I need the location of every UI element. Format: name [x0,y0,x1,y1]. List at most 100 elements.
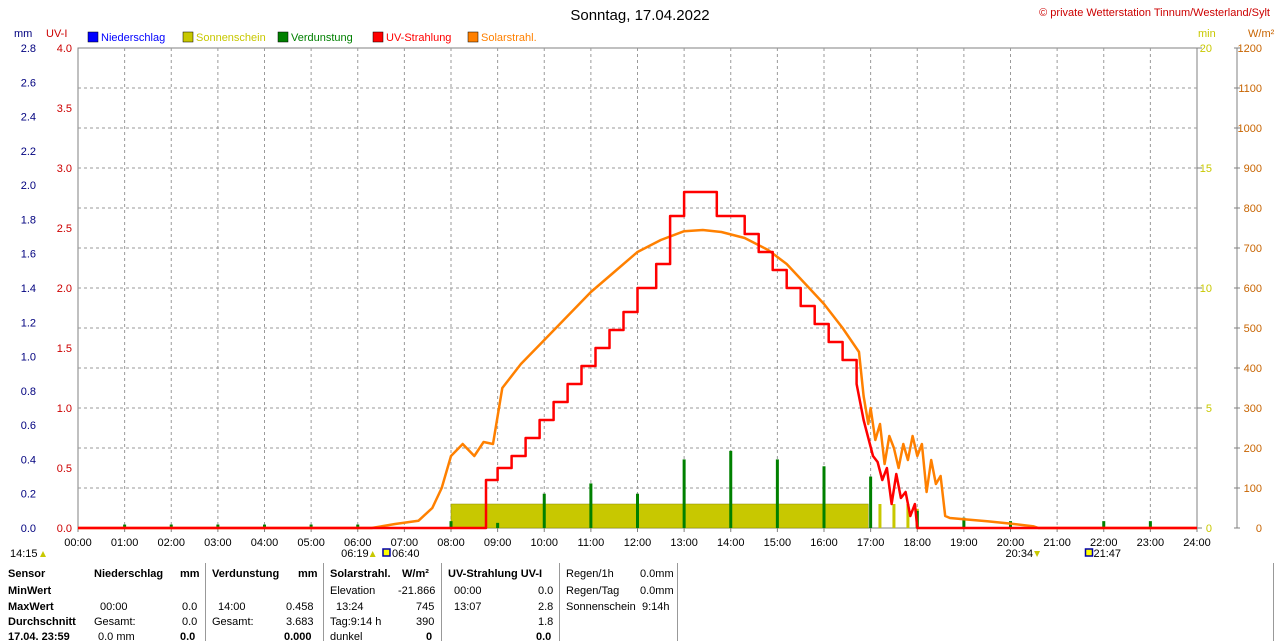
niederschlag-gesamt-label: Gesamt: [94,616,136,628]
tick-label-uv: 4.0 [57,43,72,55]
uv-header: UV-Strahlung UV-I [448,568,543,580]
tick-label-uv: 1.0 [57,403,72,415]
niederschlag-gesamt-value: 0.0 [182,616,198,628]
evaporation-bar [1102,521,1106,528]
tick-label-wm2: 500 [1244,323,1262,335]
solar-dunkel-value: 0 [426,631,433,643]
tick-label-x: 12:00 [624,537,652,549]
axis-label-uv: UV-I [46,28,67,40]
niederschlag-max-value: 0.0 [182,601,198,613]
tick-label-mm: 0.2 [21,489,36,501]
tick-label-wm2: 0 [1256,523,1262,535]
evaporation-bar [542,493,546,528]
tick-label-x: 01:00 [111,537,139,549]
tick-label-uv: 3.0 [57,163,72,175]
legend-swatch [87,31,99,43]
tick-label-x: 23:00 [1137,537,1165,549]
sunrise-time: 06:19 [341,548,369,560]
verdunstung-unit: mm [298,568,318,580]
evaporation-bar [263,524,266,528]
copyright-text: © private Wetterstation Tinnum/Westerlan… [1039,7,1270,19]
row-label-max: MaxWert [8,601,54,613]
x-axis: 00:00 01:00 02:00 03:00 04:00 05:00 06:00 07:00… [64,528,1211,549]
evaporation-bar [309,524,313,528]
line-series [78,190,1197,530]
sunshine-bar [878,504,882,528]
solar-unit: W/m² [402,568,429,580]
row-label-last: 17.04. 23:59 [8,631,70,643]
weather-chart: Sonntag, 17.04.2022 © private Wetterstat… [10,7,1275,560]
legend-label: Verdunstung [291,32,353,44]
dawn-time: 06:40 [392,548,420,560]
tick-label-x: 02:00 [157,537,185,549]
chart-legend: Niederschlag Sonnenschein Verdunstung UV-St… [87,31,537,44]
tick-label-wm2: 900 [1244,163,1262,175]
dawn-marker [382,548,391,557]
tick-label-mm: 0.6 [21,420,36,432]
tick-label-mm: 2.8 [21,43,36,55]
tick-label-wm2: 1200 [1238,43,1262,55]
tick-label-wm2: 400 [1244,363,1262,375]
row-label-avg: Durchschnitt [8,616,76,628]
legend-swatch [372,31,384,43]
evaporation-bar [449,521,453,528]
uv-max-time: 13:07 [454,601,482,613]
legend-label: Niederschlag [101,32,165,44]
evaporation-bar [589,483,593,528]
tick-label-x: 24:00 [1183,537,1211,549]
tick-label-x: 05:00 [297,537,325,549]
now-marker [40,551,46,557]
uv-last-value: 0.0 [536,631,552,643]
niederschlag-last-value: 0.0 mm [98,631,135,643]
sunrise-marker [369,551,376,557]
bar-series [123,450,1152,529]
tick-label-wm2: 1100 [1238,83,1262,95]
solar-header: Solarstrahl. [330,568,391,580]
tick-label-uv: 0.5 [57,463,72,475]
niederschlag-max-time: 00:00 [100,601,128,613]
tick-label-wm2: 600 [1244,283,1262,295]
evaporation-bar [962,517,966,528]
tick-label-x: 14:00 [717,537,745,549]
tick-label-uv: 0.0 [57,523,72,535]
tick-label-uv: 2.0 [57,283,72,295]
chart-title: Sonntag, 17.04.2022 [570,7,709,24]
tick-label-x: 06:00 [344,537,372,549]
evaporation-bar [123,524,127,528]
tick-label-uv: 2.5 [57,223,72,235]
tick-label-mm: 2.6 [21,77,36,89]
uv-avg-value: 1.8 [538,616,554,628]
evaporation-bar [775,459,779,528]
solar-elevation-label: Elevation [330,585,376,597]
tick-label-x: 19:00 [950,537,978,549]
evaporation-bar [869,476,873,528]
tick-label-x: 11:00 [578,537,605,549]
tick-label-x: 09:00 [484,537,512,549]
tick-label-uv: 3.5 [57,103,72,115]
tick-label-x: 15:00 [764,537,792,549]
tick-label-mm: 2.0 [21,180,36,192]
uv-min-value: 0.0 [538,585,554,597]
axis-label-wm2: W/m² [1248,28,1275,40]
statistics-table: Sensor MinWert MaxWert Durchschnitt 17.0… [0,563,1280,643]
axis-label-mm: mm [14,28,32,40]
solar-tag-label: Tag:9:14 h [330,616,382,628]
tick-label-mm: 1.0 [21,352,36,364]
tick-label-wm2: 200 [1244,443,1262,455]
tick-label-x: 18:00 [903,537,931,549]
tick-label-wm2: 700 [1244,243,1262,255]
chart-grid [77,47,1198,529]
legend-swatch [467,31,479,43]
tick-label-mm: 1.2 [21,317,36,329]
dusk-time: 21:47 [1093,548,1121,560]
uv-max-value: 2.8 [538,601,554,613]
niederschlag-header: Niederschlag [94,568,164,580]
axis-label-min: min [1198,28,1216,40]
tick-label-mm: 1.4 [21,283,36,295]
dusk-marker [1084,548,1094,557]
sunset-time: 20:34 [1006,548,1034,560]
tick-label-x: 22:00 [1090,537,1118,549]
tick-label-mm: 2.4 [21,112,36,124]
uv-line [78,190,1197,530]
sunshine-bar [906,504,910,528]
